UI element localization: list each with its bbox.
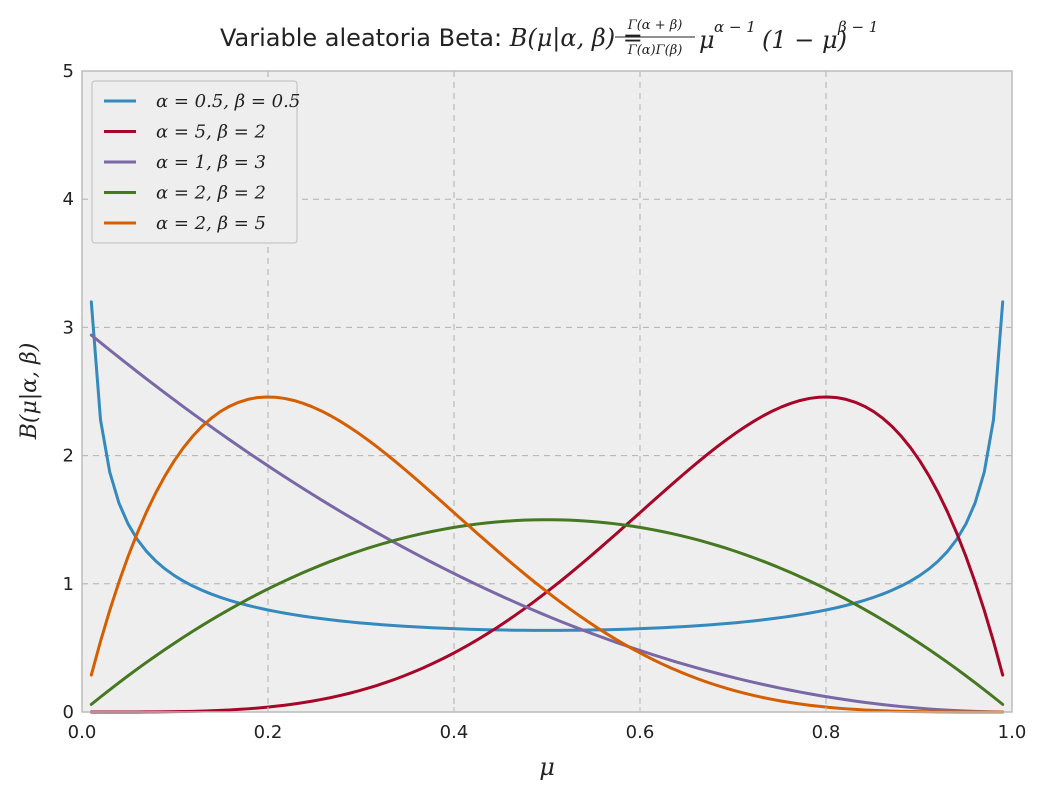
title-exponent-1: α − 1	[714, 18, 756, 36]
title-middle: (1 − μ)	[762, 26, 847, 54]
legend-entries: α = 0.5, β = 0.5 α = 5, β = 2 α = 1, β = 3…	[104, 91, 300, 234]
title-lhs: B(μ|α, β) =	[509, 24, 643, 53]
y-tick-label: 0	[63, 702, 74, 723]
title-mu: μ	[699, 26, 715, 54]
title-fraction-denominator: Γ(α)Γ(β)	[627, 43, 683, 58]
series-line-1	[89, 300, 1005, 632]
y-tick-label: 5	[63, 61, 74, 82]
legend-label: α = 0.5, β = 0.5	[156, 91, 300, 112]
chart-title: Variable aleatoria Beta: B(μ|α, β) = Γ(α…	[220, 18, 878, 58]
y-tick-label: 1	[63, 574, 74, 595]
legend: α = 0.5, β = 0.5 α = 5, β = 2 α = 1, β = 3…	[91, 80, 300, 244]
x-tick-label: 1.0	[998, 722, 1027, 743]
x-tick-label: 0.0	[68, 722, 97, 743]
svg-text:Variable aleatoria Beta: B(μ|α: Variable aleatoria Beta: B(μ|α, β) =	[220, 24, 643, 53]
legend-box	[91, 80, 298, 244]
y-tick-label: 3	[63, 317, 74, 338]
legend-label: α = 2, β = 5	[156, 213, 266, 234]
series-line-3	[89, 333, 1005, 714]
x-tick-label: 0.2	[254, 722, 283, 743]
title-fraction-numerator: Γ(α + β)	[627, 18, 683, 33]
title-prefix: Variable aleatoria Beta:	[220, 24, 510, 52]
y-axis-label: B(μ|α, β)	[17, 343, 42, 441]
y-axis-ticks: 0 1 2 3 4 5	[63, 61, 87, 723]
series-line-5	[89, 395, 1005, 714]
series-lines	[89, 300, 1005, 714]
legend-label: α = 5, β = 2	[156, 122, 266, 143]
legend-label: α = 2, β = 2	[156, 183, 266, 204]
x-axis-label: μ	[539, 753, 555, 781]
series-line-4	[89, 518, 1005, 706]
x-axis-ticks: 0.0 0.2 0.4 0.6 0.8 1.0	[68, 707, 1027, 743]
plot-frame	[81, 70, 1013, 713]
x-tick-label: 0.6	[626, 722, 655, 743]
x-tick-label: 0.8	[812, 722, 841, 743]
y-tick-label: 4	[63, 189, 74, 210]
x-tick-label: 0.4	[440, 722, 469, 743]
y-tick-label: 2	[63, 446, 74, 467]
legend-label: α = 1, β = 3	[156, 152, 266, 173]
title-exponent-2: β − 1	[837, 18, 878, 36]
